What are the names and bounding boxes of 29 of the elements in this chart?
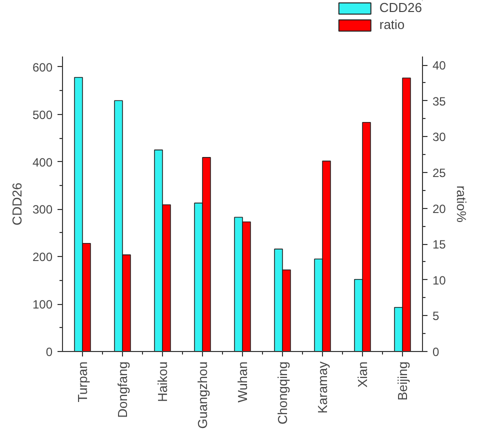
y2-tick-label: 10 xyxy=(432,273,446,288)
x-tick-label: Karamay xyxy=(315,361,330,414)
y2-tick-label: 15 xyxy=(432,238,446,252)
y2-tick-label: 5 xyxy=(432,309,440,324)
y-tick-label: 200 xyxy=(32,250,53,264)
y-tick-label: 500 xyxy=(32,108,53,122)
x-tick-label: Haikou xyxy=(155,362,170,402)
y-axis-title: CDD26 xyxy=(9,182,24,226)
y2-tick-label: 30 xyxy=(432,130,446,144)
y-tick-label: 0 xyxy=(46,345,53,359)
y2-tick-label: 40 xyxy=(432,58,446,73)
y-tick-label: 400 xyxy=(32,155,53,170)
x-tick-label: Dongfang xyxy=(115,361,130,418)
x-tick-label: Guangzhou xyxy=(195,361,210,429)
x-tick-label: Beijing xyxy=(395,361,410,401)
y2-tick-label: 35 xyxy=(432,94,446,108)
y2-tick-label: 20 xyxy=(432,202,446,216)
y-tick-label: 300 xyxy=(32,202,53,217)
y-tick-label: 100 xyxy=(32,298,53,312)
y2-axis-title: ratio% xyxy=(454,186,469,223)
x-tick-label: Wuhan xyxy=(235,361,250,402)
y2-tick-label: 0 xyxy=(432,345,440,359)
x-tick-label: Xian xyxy=(355,361,370,388)
x-tick-label: Turpan xyxy=(75,361,90,402)
y-tick-label: 600 xyxy=(32,60,53,74)
legend-label: ratio xyxy=(379,17,405,32)
x-tick-label: Chongqing xyxy=(275,361,290,424)
legend-label: CDD26 xyxy=(379,0,422,15)
y2-tick-label: 25 xyxy=(432,166,446,180)
